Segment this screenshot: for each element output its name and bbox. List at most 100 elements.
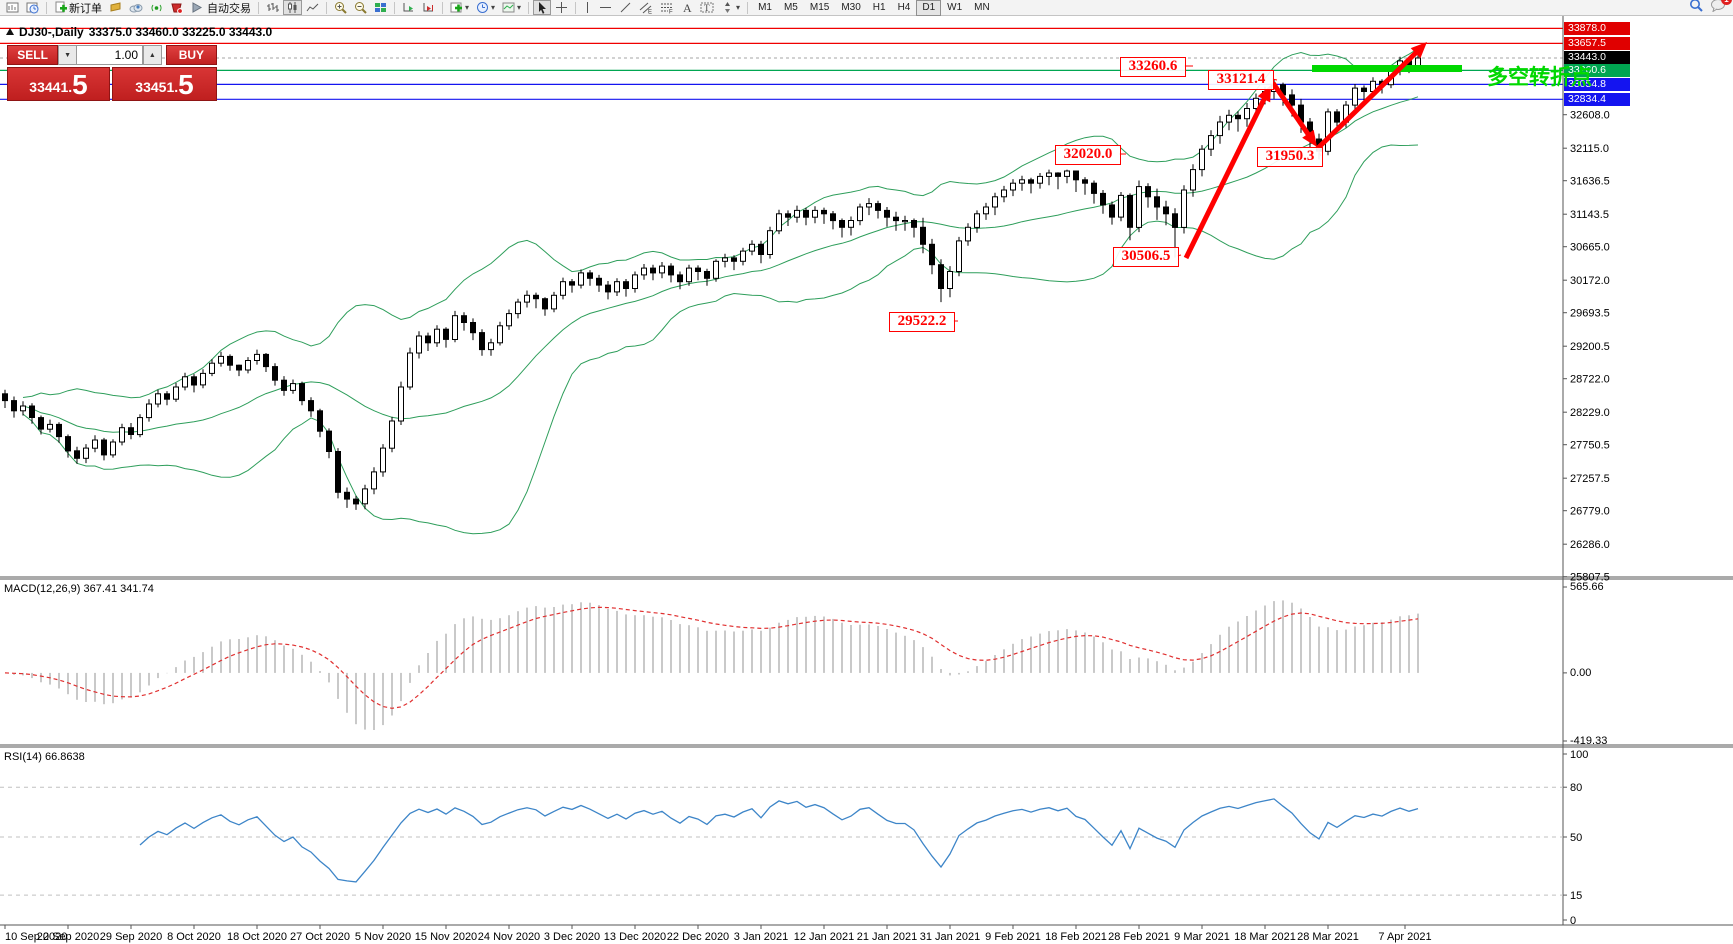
svg-text:13 Dec 2020: 13 Dec 2020 xyxy=(604,931,666,943)
timeframe-button-w1[interactable]: W1 xyxy=(947,1,963,13)
axis-price-tag: 33054.8 xyxy=(1564,77,1630,91)
axis-price-tag: 33260.6 xyxy=(1564,63,1630,77)
auto-scroll-button[interactable] xyxy=(399,0,418,15)
buy-button[interactable]: BUY xyxy=(165,45,217,65)
chart-shift-button[interactable] xyxy=(419,0,438,15)
svg-text:T: T xyxy=(704,3,710,13)
buy-price-button[interactable]: 33451. 5 xyxy=(112,67,217,101)
trend-arrow-head xyxy=(1302,129,1317,147)
signal-icon xyxy=(151,4,162,12)
pane-divider-main-macd[interactable] xyxy=(0,576,1733,581)
line-chart-icon xyxy=(306,3,319,12)
new-chart-button[interactable] xyxy=(3,0,22,15)
timeframe-button-m30[interactable]: M30 xyxy=(841,1,861,13)
sell-button[interactable]: SELL xyxy=(7,45,59,65)
svg-text:565.66: 565.66 xyxy=(1570,581,1604,593)
price-annotation-box[interactable]: 33260.6 xyxy=(1120,57,1186,77)
search-button[interactable] xyxy=(1689,0,1704,18)
line-chart-mode-button[interactable] xyxy=(303,0,322,15)
volume-increase-button[interactable]: ▲ xyxy=(143,45,162,65)
horizontal-line-tool-button[interactable] xyxy=(596,0,615,15)
candlestick-mode-button[interactable] xyxy=(283,0,302,15)
new-order-button[interactable]: 新订单 xyxy=(51,0,105,15)
svg-text:31143.5: 31143.5 xyxy=(1570,209,1609,221)
svg-text:0.00: 0.00 xyxy=(1570,667,1591,679)
svg-text:0: 0 xyxy=(1570,915,1576,927)
timeframe-button-m1[interactable]: M1 xyxy=(758,1,772,13)
fibonacci-icon: F xyxy=(661,3,673,14)
sell-price-button[interactable]: 33441. 5 xyxy=(7,67,110,101)
zoom-out-button[interactable] xyxy=(351,0,370,15)
turning-point-annotation[interactable]: 多空转折点 xyxy=(1487,66,1592,89)
indicators-button[interactable]: ▾ xyxy=(447,0,472,15)
svg-text:A: A xyxy=(683,1,692,14)
sell-price-small: 33441. xyxy=(29,79,73,95)
zoom-in-button[interactable] xyxy=(331,0,350,15)
price-annotation-box[interactable]: 29522.2 xyxy=(889,312,955,332)
fibonacci-tool-button[interactable]: F xyxy=(657,0,677,15)
arrows-tool-button[interactable]: ▾ xyxy=(718,0,743,15)
svg-text:32608.0: 32608.0 xyxy=(1570,110,1610,122)
notifications-button[interactable]: 1 xyxy=(1710,0,1732,17)
pane-divider-macd-rsi[interactable] xyxy=(0,743,1733,748)
cursor-icon xyxy=(539,2,547,14)
trendline-tool-button[interactable] xyxy=(616,0,635,15)
timeframe-button-h4[interactable]: H4 xyxy=(897,1,911,13)
axis-price-tag: 33443.0 xyxy=(1564,51,1630,65)
chevron-down-icon: ▾ xyxy=(465,2,470,12)
timeframe-button-d1[interactable]: D1 xyxy=(916,0,942,16)
svg-text:27750.5: 27750.5 xyxy=(1570,440,1610,452)
macd-label: MACD(12,26,9) 367.41 341.74 xyxy=(4,583,154,595)
bollinger-bands xyxy=(22,48,1419,535)
price-annotation-box[interactable]: 30506.5 xyxy=(1113,247,1179,267)
drawings-layer[interactable] xyxy=(953,42,1462,322)
price-annotation-box[interactable]: 32020.0 xyxy=(1055,145,1121,165)
vertical-line-tool-button[interactable] xyxy=(580,0,595,15)
timeframe-button-h1[interactable]: H1 xyxy=(872,1,886,13)
svg-text:18 Feb 2021: 18 Feb 2021 xyxy=(1045,931,1107,943)
auto-trading-label-text: 自动交易 xyxy=(207,2,251,15)
clock-icon xyxy=(477,2,489,13)
auto-scroll-icon xyxy=(403,3,413,12)
buy-price-small: 33451. xyxy=(135,79,179,95)
cursor-tool-button[interactable] xyxy=(533,0,552,15)
svg-text:18 Mar 2021: 18 Mar 2021 xyxy=(1234,931,1296,943)
tile-windows-button[interactable] xyxy=(371,0,390,15)
axis-price-tag: 33878.0 xyxy=(1564,21,1630,35)
volume-decrease-button[interactable]: ▼ xyxy=(58,45,77,65)
trend-arrow xyxy=(1315,47,1422,151)
equidistant-channel-tool-button[interactable]: E xyxy=(636,0,656,15)
crosshair-tool-button[interactable] xyxy=(552,0,571,15)
signals-button[interactable] xyxy=(147,0,166,15)
window-restore-icon xyxy=(6,28,14,35)
timeframe-button-mn[interactable]: MN xyxy=(974,1,990,13)
chart-symbol-period: DJ30-,Daily xyxy=(19,24,84,39)
text-tool-button[interactable]: A xyxy=(678,0,696,15)
price-annotation-box[interactable]: 31950.3 xyxy=(1257,147,1323,167)
toolbar-separator xyxy=(394,1,395,14)
text-label-tool-button[interactable]: T xyxy=(697,0,717,15)
price-annotation-box[interactable]: 33121.4 xyxy=(1208,70,1274,90)
svg-text:-419.33: -419.33 xyxy=(1570,735,1607,747)
trend-arrow xyxy=(1183,92,1269,260)
support-zone-bar[interactable] xyxy=(1312,65,1462,72)
timeframe-button-m15[interactable]: M15 xyxy=(809,1,830,13)
volume-input[interactable]: 1.00 xyxy=(76,45,144,65)
toolbar-separator xyxy=(46,1,47,14)
templates-button[interactable]: ▾ xyxy=(499,0,524,15)
strategy-tester-button[interactable] xyxy=(23,0,42,15)
timeframe-button-m5[interactable]: M5 xyxy=(783,1,798,13)
svg-text:31 Jan 2021: 31 Jan 2021 xyxy=(920,931,981,943)
toolbar-separator xyxy=(258,1,259,14)
auto-trading-button[interactable]: 自动交易 xyxy=(187,0,254,15)
mql5-community-button[interactable] xyxy=(126,0,146,15)
market-button[interactable] xyxy=(167,0,186,15)
depth-of-market-button[interactable] xyxy=(106,0,125,15)
indicator-panes xyxy=(0,600,1563,896)
bar-chart-mode-button[interactable] xyxy=(263,0,282,15)
price-lines-layer[interactable] xyxy=(0,27,1563,100)
svg-text:27257.5: 27257.5 xyxy=(1570,473,1610,485)
periods-button[interactable]: ▾ xyxy=(473,0,498,15)
macd-signal-line xyxy=(4,606,1419,709)
